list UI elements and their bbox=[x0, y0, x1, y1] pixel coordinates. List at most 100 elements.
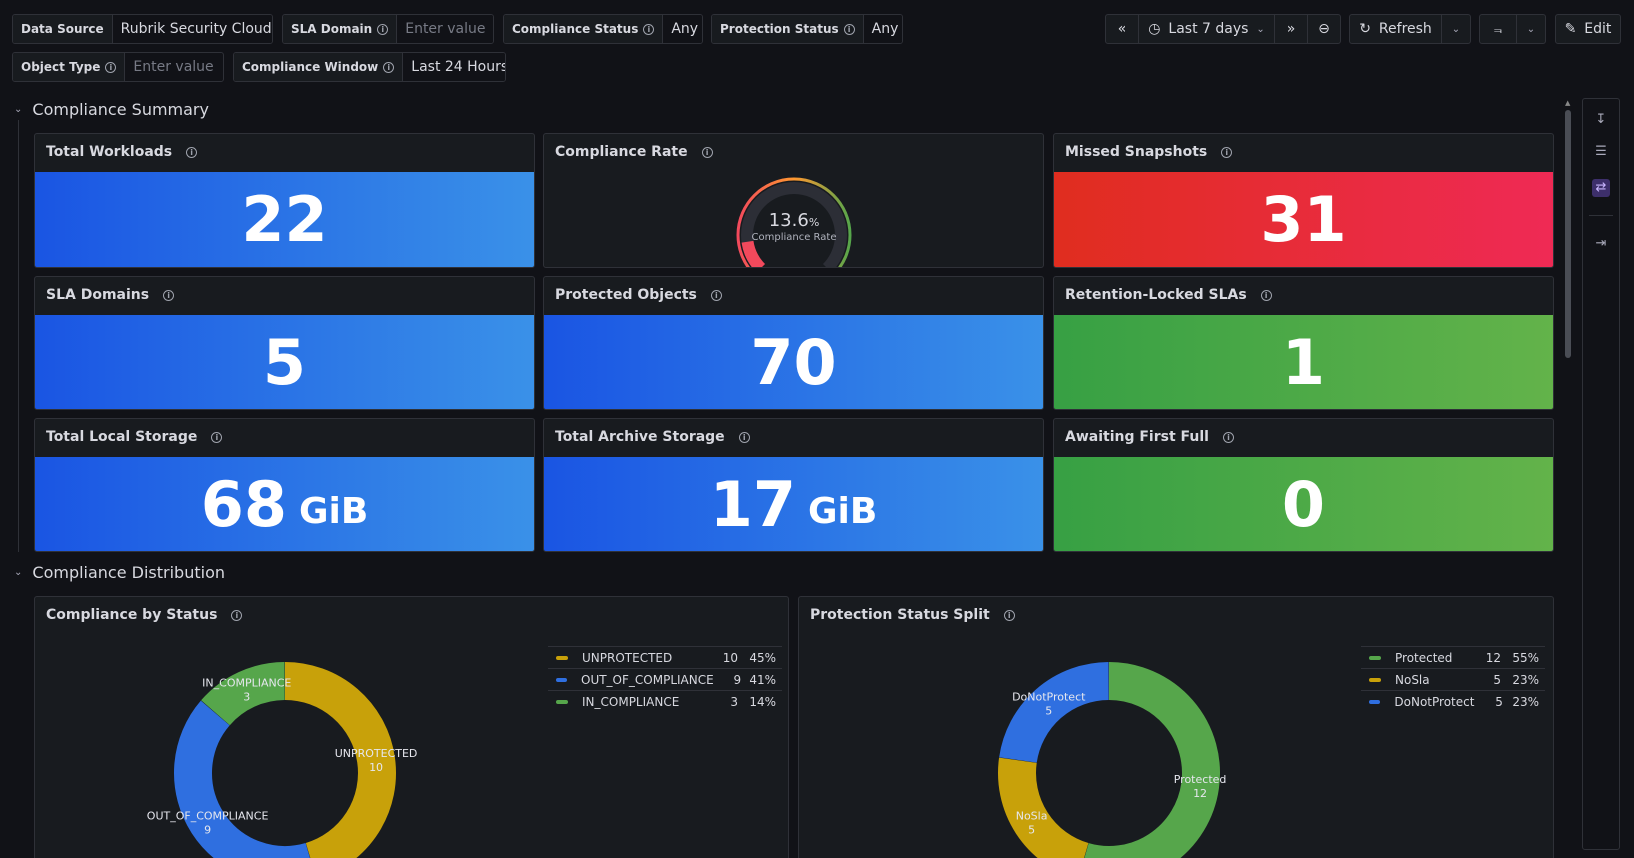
data-source-select[interactable]: Rubrik Security Cloud⌄ bbox=[112, 15, 272, 43]
compliance-status-select[interactable]: Any⌄ bbox=[663, 15, 702, 43]
info-icon[interactable]: i bbox=[383, 61, 395, 73]
info-icon[interactable]: i bbox=[710, 289, 722, 301]
stat-value: 5 bbox=[262, 325, 307, 399]
info-icon[interactable]: i bbox=[105, 61, 117, 73]
chevron-down-icon: ⌄ bbox=[1526, 23, 1536, 35]
legend-swatch bbox=[556, 699, 568, 704]
compliance-status-label: Compliance Status i bbox=[504, 15, 664, 43]
legend-item[interactable]: IN_COMPLIANCE 3 14% bbox=[548, 690, 782, 712]
section-header-distribution[interactable]: ⌄ Compliance Distribution bbox=[14, 563, 225, 582]
gauge-value-arc bbox=[741, 240, 766, 267]
gauge-threshold-arc bbox=[736, 177, 852, 267]
sla-domain-label: SLA Domain i bbox=[283, 15, 398, 43]
info-icon[interactable]: i bbox=[1221, 146, 1233, 158]
protection-status-select[interactable]: Any⌄ bbox=[863, 15, 902, 43]
legend-value: 10 bbox=[722, 650, 738, 665]
scrollbar[interactable]: ▲ bbox=[1565, 100, 1571, 858]
legend-item[interactable]: UNPROTECTED 10 45% bbox=[548, 646, 782, 668]
legend-item[interactable]: DoNotProtect 5 23% bbox=[1361, 690, 1545, 712]
import-icon[interactable]: ↧ bbox=[1595, 112, 1607, 127]
info-icon[interactable]: i bbox=[701, 146, 713, 158]
double-chevron-left-icon: « bbox=[1117, 21, 1127, 37]
switch-icon[interactable]: ⇄ bbox=[1592, 179, 1610, 197]
chart-legend: Protected 12 55% NoSla 5 23% DoNotProtect 5 23% bbox=[1361, 646, 1545, 712]
info-icon[interactable]: i bbox=[231, 609, 243, 621]
zoom-out-button[interactable]: ⊖ bbox=[1307, 14, 1341, 44]
scroll-up-arrow[interactable]: ▲ bbox=[1565, 99, 1571, 107]
donut-slice[interactable] bbox=[284, 662, 396, 858]
panel-title: Compliance by Status bbox=[46, 607, 218, 623]
stat-panel-total-local-storage[interactable]: Total Local Storage i 68 GiB bbox=[34, 418, 535, 552]
sla-domain-input[interactable]: Enter value bbox=[397, 15, 493, 43]
legend-item[interactable]: OUT_OF_COMPLIANCE 9 41% bbox=[548, 668, 782, 690]
stat-value: 0 bbox=[1281, 467, 1326, 541]
info-icon[interactable]: i bbox=[1222, 431, 1234, 443]
refresh-label: Refresh bbox=[1378, 21, 1432, 37]
compliance-window-label: Compliance Window i bbox=[234, 53, 404, 81]
info-icon[interactable]: i bbox=[738, 431, 750, 443]
info-icon[interactable]: i bbox=[1003, 609, 1015, 621]
legend-item[interactable]: Protected 12 55% bbox=[1361, 646, 1545, 668]
gauge-panel-compliance-rate[interactable]: Compliance Rate i 13.6% Compliance Rate bbox=[543, 133, 1044, 268]
object-type-variable[interactable]: Object Type i Enter value bbox=[12, 52, 224, 82]
slice-label: DoNotProtect bbox=[1012, 690, 1086, 703]
info-icon[interactable]: i bbox=[643, 23, 655, 35]
info-icon[interactable]: i bbox=[377, 23, 389, 35]
stat-panel-total-archive-storage[interactable]: Total Archive Storage i 17 GiB bbox=[543, 418, 1044, 552]
stat-value: 31 bbox=[1260, 183, 1347, 256]
object-type-input[interactable]: Enter value bbox=[125, 53, 222, 81]
donut-slice[interactable] bbox=[999, 662, 1110, 764]
time-shift-forward-button[interactable]: » bbox=[1274, 14, 1308, 44]
donut-slice[interactable] bbox=[201, 662, 286, 726]
refresh-interval-dropdown[interactable]: ⌄ bbox=[1441, 14, 1471, 44]
gauge-value: 13.6% bbox=[769, 210, 820, 231]
pencil-icon: ✎ bbox=[1564, 21, 1577, 37]
data-source-variable[interactable]: Data Source Rubrik Security Cloud⌄ bbox=[12, 14, 273, 44]
section-header-summary[interactable]: ⌄ Compliance Summary bbox=[14, 100, 209, 119]
stat-panel-total-workloads[interactable]: Total Workloads i 22 bbox=[34, 133, 535, 268]
info-icon[interactable]: i bbox=[211, 431, 223, 443]
refresh-button[interactable]: ↻ Refresh bbox=[1349, 14, 1442, 44]
stat-value-area: 22 bbox=[35, 172, 534, 267]
collapse-right-icon[interactable]: ⇥ bbox=[1595, 236, 1607, 251]
sla-domain-variable[interactable]: SLA Domain i Enter value bbox=[282, 14, 494, 44]
stat-panel-missed-snapshots[interactable]: Missed Snapshots i 31 bbox=[1053, 133, 1554, 268]
stat-panel-retention-locked-slas[interactable]: Retention-Locked SLAs i 1 bbox=[1053, 276, 1554, 410]
info-icon[interactable]: i bbox=[163, 289, 175, 301]
pie-panel-protection-status-split[interactable]: Protection Status Split i Protected 12 NoSl… bbox=[798, 596, 1554, 858]
compliance-window-select[interactable]: Last 24 Hours⌄ bbox=[403, 53, 505, 81]
info-icon[interactable]: i bbox=[186, 146, 198, 158]
donut-slice[interactable] bbox=[1083, 662, 1220, 858]
stat-value-area: 0 bbox=[1054, 457, 1553, 551]
stat-value: 70 bbox=[750, 325, 837, 399]
legend-value: 5 bbox=[1495, 694, 1503, 709]
slice-value: 9 bbox=[204, 824, 211, 837]
share-button[interactable]: ⫬ bbox=[1479, 14, 1517, 44]
time-shift-back-button[interactable]: « bbox=[1105, 14, 1139, 44]
info-icon[interactable]: i bbox=[843, 23, 855, 35]
legend-item[interactable]: NoSla 5 23% bbox=[1361, 668, 1545, 690]
panel-title: Total Local Storage bbox=[46, 429, 198, 445]
slice-value: 12 bbox=[1193, 787, 1207, 800]
stat-panel-sla-domains[interactable]: SLA Domains i 5 bbox=[34, 276, 535, 410]
stat-panel-protected-objects[interactable]: Protected Objects i 70 bbox=[543, 276, 1044, 410]
legend-name: OUT_OF_COMPLIANCE bbox=[581, 672, 714, 687]
panel-title: Missed Snapshots bbox=[1065, 144, 1208, 160]
info-icon[interactable]: i bbox=[1260, 289, 1272, 301]
share-dropdown[interactable]: ⌄ bbox=[1516, 14, 1546, 44]
outline-list-icon[interactable]: ☰ bbox=[1595, 144, 1607, 159]
panel-title: Total Archive Storage bbox=[555, 429, 725, 445]
edit-button[interactable]: ✎ Edit bbox=[1555, 14, 1621, 44]
stat-value: 1 bbox=[1281, 325, 1326, 399]
stat-panel-awaiting-first-full[interactable]: Awaiting First Full i 0 bbox=[1053, 418, 1554, 552]
time-range-picker[interactable]: ◷ Last 7 days ⌄ bbox=[1138, 14, 1275, 44]
pie-panel-compliance-by-status[interactable]: Compliance by Status i UNPROTECTED 10 OUT_O… bbox=[34, 596, 789, 858]
donut-slice[interactable] bbox=[174, 700, 311, 858]
donut-slice[interactable] bbox=[998, 757, 1090, 858]
scrollbar-thumb[interactable] bbox=[1565, 110, 1571, 358]
stat-unit: GiB bbox=[298, 490, 369, 532]
stat-unit: GiB bbox=[807, 490, 878, 532]
